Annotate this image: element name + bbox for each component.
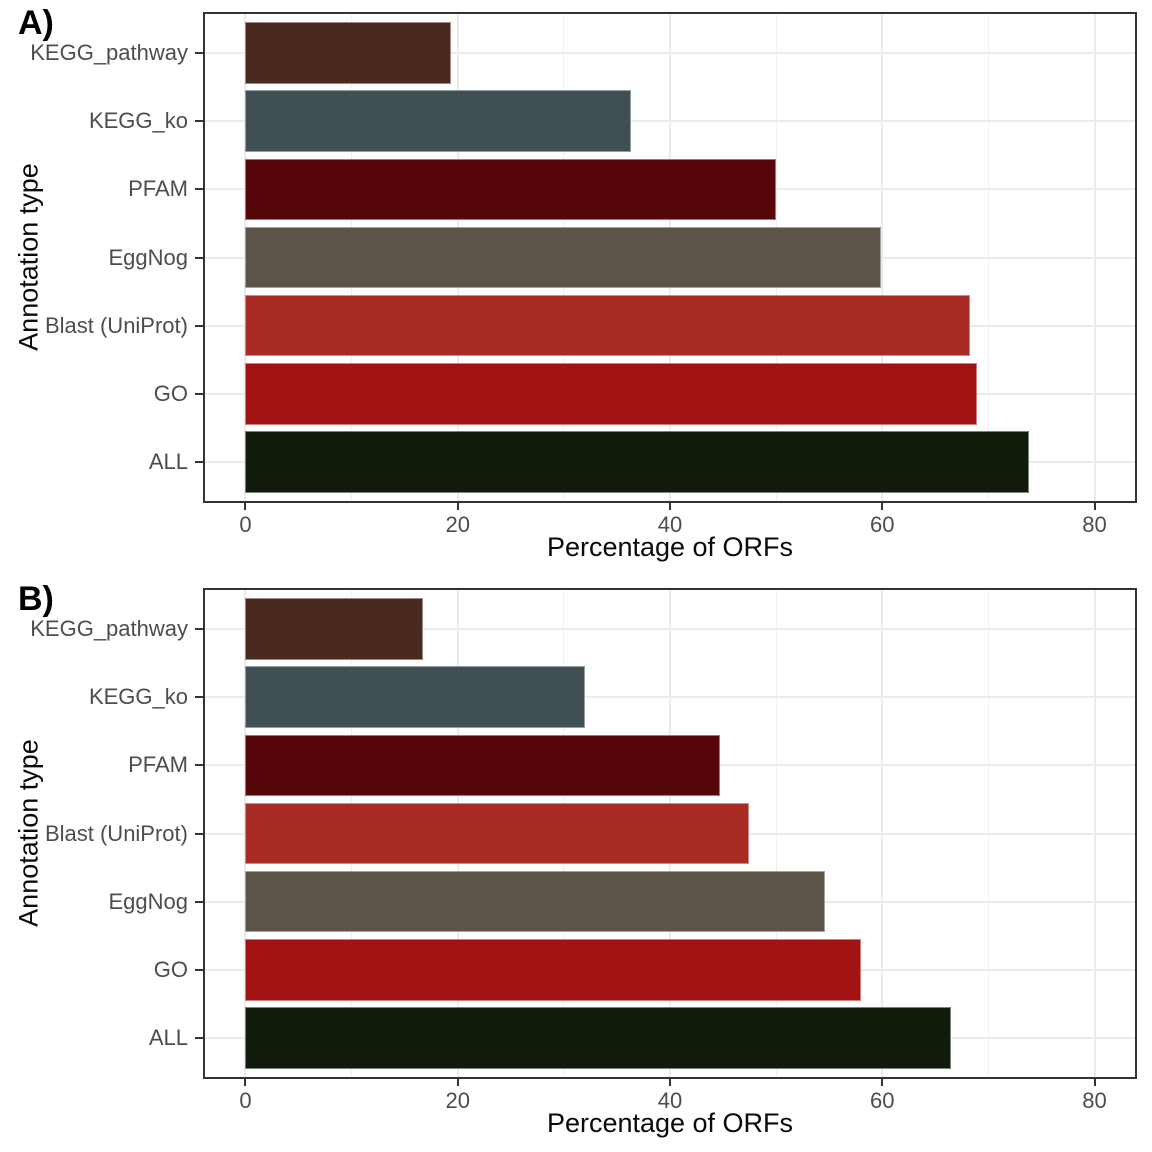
y-tick-label: PFAM [128,752,188,778]
bar-kegg-pathway [245,598,423,660]
y-tick-mark [195,256,203,259]
x-axis-title-b: Percentage of ORFs [546,1108,794,1138]
x-tick-mark [669,503,671,510]
x-tick-label: 80 [1082,1088,1107,1113]
x-tick-label: 60 [870,512,895,537]
y-tick-label: Blast (UniProt) [44,312,188,338]
bar-eggnog [245,226,882,289]
x-tick-mark [881,1079,884,1086]
category-gridline [203,51,1137,54]
bar-go [245,363,977,425]
bar-pfam [245,734,720,796]
x-tick-mark [244,1079,247,1086]
y-tick-label: KEGG_pathway [30,615,188,641]
y-tick-mark [195,51,203,54]
panel-a-tag: A) [18,4,54,42]
y-tick-label: ALL [148,449,188,475]
x-tick-label: 60 [870,1088,895,1113]
x-tick-label: 20 [445,1088,470,1113]
y-tick-mark [195,461,203,464]
x-tick-label: 40 [657,512,683,537]
bar-blast-uniprot- [245,295,971,357]
y-tick-label: EggNog [108,888,188,914]
x-tick-mark [1093,1079,1096,1086]
bar-pfam [245,158,777,220]
bar-eggnog [245,871,825,933]
x-tick-label: 0 [239,1088,252,1113]
y-tick-mark [195,696,203,699]
x-tick-mark [244,503,247,510]
y-tick-label: KEGG_pathway [30,39,188,65]
y-tick-label: PFAM [128,176,188,202]
y-tick-label: Blast (UniProt) [44,820,188,846]
bar-go [245,939,862,1001]
x-tick-label: 0 [239,512,252,537]
y-tick-mark [195,1037,203,1040]
x-tick-mark [881,503,884,510]
x-tick-label: 20 [445,512,470,537]
y-tick-label: GO [153,380,188,406]
x-tick-mark [1093,503,1096,510]
y-tick-label: EggNog [108,244,188,270]
y-tick-mark [195,627,203,630]
category-gridline [203,696,1137,699]
x-axis-title-a: Percentage of ORFs [546,532,794,562]
bar-kegg-ko [245,666,586,728]
bar-blast-uniprot- [245,802,749,865]
y-tick-mark [195,324,203,327]
y-tick-mark [195,188,203,191]
y-tick-mark [195,764,203,767]
category-gridline [203,120,1137,123]
bar-all [245,431,1029,493]
x-tick-label: 40 [657,1088,683,1113]
y-tick-mark [195,900,203,903]
panel-a: A) Annotation type 0 20 40 60 80 KEGG_pathway… [14,4,1137,562]
y-tick-label: KEGG_ko [88,684,188,710]
panel-b: B) Annotation type 0 20 40 60 80 KEGG_pathway… [0,576,1152,1152]
bar-all [245,1007,952,1069]
y-tick-mark [195,968,203,971]
bar-kegg-ko [245,90,631,152]
plot-area-b [203,588,1137,1079]
y-tick-mark [195,832,203,835]
y-tick-label: GO [153,956,188,982]
x-tick-mark [456,503,459,510]
plot-area-a [203,12,1137,503]
y-tick-mark [195,392,203,395]
x-tick-mark [669,1079,671,1086]
y-tick-label: ALL [148,1025,188,1051]
x-tick-mark [456,1079,459,1086]
x-tick-label: 80 [1082,512,1107,537]
y-tick-label: KEGG_ko [88,108,188,134]
category-gridline [203,627,1137,630]
y-tick-mark [195,120,203,123]
bar-kegg-pathway [245,22,452,84]
panel-b-tag: B) [18,580,54,618]
